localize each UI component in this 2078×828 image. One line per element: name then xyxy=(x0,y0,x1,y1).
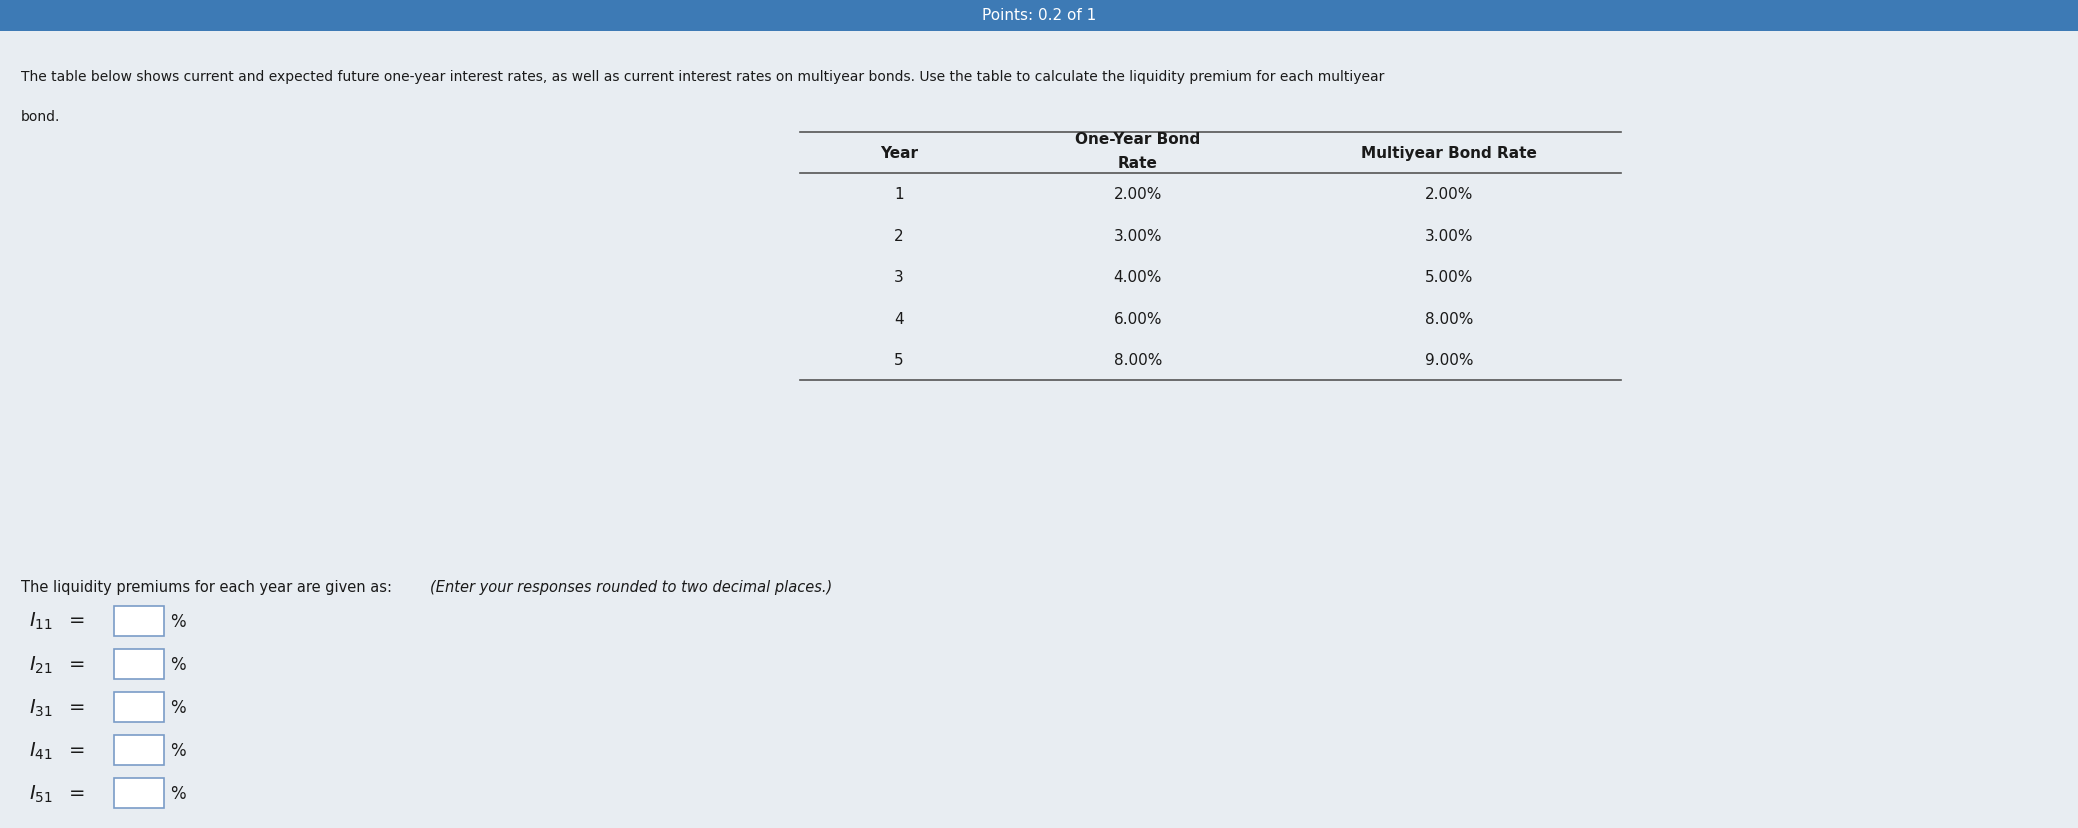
Text: %: % xyxy=(170,741,187,759)
Text: 1: 1 xyxy=(894,187,904,202)
Text: %: % xyxy=(170,698,187,716)
Text: 2.00%: 2.00% xyxy=(1426,187,1473,202)
Text: Rate: Rate xyxy=(1118,156,1157,171)
Text: 8.00%: 8.00% xyxy=(1426,311,1473,326)
Text: $\mathit{I}_{51}$  $=$: $\mathit{I}_{51}$ $=$ xyxy=(29,782,85,804)
Text: 9.00%: 9.00% xyxy=(1426,353,1473,368)
Text: %: % xyxy=(170,784,187,802)
Text: 5: 5 xyxy=(894,353,904,368)
Text: 2: 2 xyxy=(894,229,904,243)
Text: $\mathit{I}_{11}$  $=$: $\mathit{I}_{11}$ $=$ xyxy=(29,610,85,632)
Text: 8.00%: 8.00% xyxy=(1114,353,1162,368)
Text: %: % xyxy=(170,655,187,673)
Text: %: % xyxy=(170,612,187,630)
Text: 2.00%: 2.00% xyxy=(1114,187,1162,202)
Text: 6.00%: 6.00% xyxy=(1114,311,1162,326)
Text: bond.: bond. xyxy=(21,110,60,124)
Text: 5.00%: 5.00% xyxy=(1426,270,1473,285)
Text: The table below shows current and expected future one-year interest rates, as we: The table below shows current and expect… xyxy=(21,70,1384,84)
Text: $\mathit{I}_{21}$  $=$: $\mathit{I}_{21}$ $=$ xyxy=(29,653,85,675)
Text: (Enter your responses rounded to two decimal places.): (Enter your responses rounded to two dec… xyxy=(430,580,831,595)
Text: 4: 4 xyxy=(894,311,904,326)
Text: The liquidity premiums for each year are given as:: The liquidity premiums for each year are… xyxy=(21,580,397,595)
Text: $\mathit{I}_{41}$  $=$: $\mathit{I}_{41}$ $=$ xyxy=(29,739,85,761)
Text: Multiyear Bond Rate: Multiyear Bond Rate xyxy=(1361,146,1538,161)
Text: 3: 3 xyxy=(894,270,904,285)
Text: One-Year Bond: One-Year Bond xyxy=(1074,132,1201,147)
Text: 3.00%: 3.00% xyxy=(1114,229,1162,243)
Text: Points: 0.2 of 1: Points: 0.2 of 1 xyxy=(983,8,1095,23)
Text: 3.00%: 3.00% xyxy=(1426,229,1473,243)
Text: $\mathit{I}_{31}$  $=$: $\mathit{I}_{31}$ $=$ xyxy=(29,696,85,718)
Text: Year: Year xyxy=(879,146,918,161)
Text: 4.00%: 4.00% xyxy=(1114,270,1162,285)
